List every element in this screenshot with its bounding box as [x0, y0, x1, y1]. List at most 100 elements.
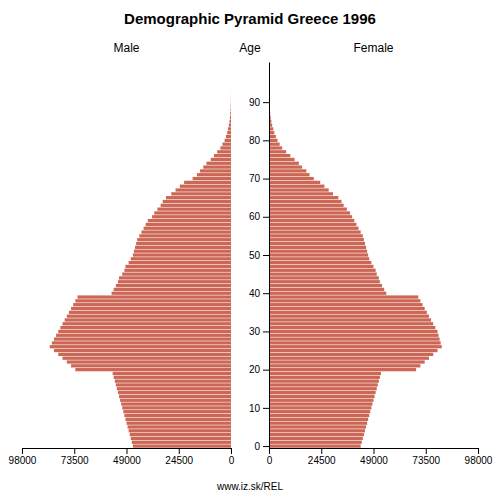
x-tick-label: 24500	[165, 455, 193, 466]
bar	[171, 192, 231, 195]
bar	[115, 379, 231, 382]
bar	[58, 353, 231, 356]
bar	[119, 395, 231, 398]
bar	[230, 74, 231, 77]
bar	[269, 295, 418, 298]
bar	[269, 143, 280, 146]
bar	[269, 200, 342, 203]
bar	[269, 158, 295, 161]
bar	[230, 101, 231, 104]
bar	[269, 437, 363, 440]
bar	[135, 246, 231, 249]
bar	[230, 120, 231, 123]
tick-mark	[263, 331, 269, 332]
bar	[269, 410, 370, 413]
tick-mark	[478, 448, 479, 454]
bar	[269, 376, 380, 379]
bar	[229, 123, 231, 126]
x-tick-label: 24500	[308, 455, 336, 466]
bar	[116, 284, 231, 287]
x-tick-label: 0	[267, 455, 273, 466]
bar	[119, 276, 231, 279]
bar	[157, 208, 231, 211]
tick-mark	[269, 448, 270, 454]
x-tick: 0	[267, 448, 273, 466]
y-tick: 40	[249, 288, 269, 299]
bars-left	[50, 66, 231, 448]
bar	[69, 311, 231, 314]
bar	[269, 422, 367, 425]
bar	[206, 162, 231, 165]
bar	[269, 177, 314, 180]
tick-mark	[231, 448, 232, 454]
bar	[123, 410, 231, 413]
bar	[269, 364, 420, 367]
bar	[125, 265, 231, 268]
x-tick-label: 98000	[9, 455, 37, 466]
bar	[269, 208, 347, 211]
x-tick: 73500	[412, 448, 440, 466]
bar	[269, 395, 375, 398]
tick-mark	[127, 448, 128, 454]
bar	[269, 414, 369, 417]
bar	[269, 303, 423, 306]
bar	[230, 70, 231, 73]
bar	[230, 116, 231, 119]
bar	[133, 444, 231, 447]
bar	[227, 131, 231, 134]
tick-mark	[263, 255, 269, 256]
bar	[71, 364, 231, 367]
bar	[269, 223, 356, 226]
bar	[269, 353, 433, 356]
x-tick: 73500	[61, 448, 89, 466]
bar	[146, 223, 231, 226]
bar	[211, 158, 231, 161]
bar	[163, 200, 231, 203]
bar	[269, 169, 306, 172]
y-tick: 50	[249, 250, 269, 261]
y-tick-label: 10	[249, 403, 261, 414]
tick-mark	[263, 370, 269, 371]
bar	[63, 357, 231, 360]
bar	[269, 242, 365, 245]
tick-mark	[179, 448, 180, 454]
bar	[121, 402, 231, 405]
bar	[269, 379, 379, 382]
bar	[180, 185, 231, 188]
bar	[67, 360, 231, 363]
bar	[230, 112, 231, 115]
x-tick-label: 73500	[61, 455, 89, 466]
bar	[230, 97, 231, 100]
bar	[269, 345, 442, 348]
bar	[161, 204, 231, 207]
bar	[71, 307, 231, 310]
tick-mark	[263, 408, 269, 409]
bar	[269, 196, 338, 199]
bar	[141, 230, 231, 233]
bar	[269, 139, 278, 142]
bar	[269, 257, 369, 260]
bar	[137, 238, 231, 241]
bar	[269, 315, 429, 318]
bar	[269, 280, 380, 283]
bar	[269, 307, 425, 310]
tick-mark	[22, 448, 23, 454]
bar	[269, 185, 324, 188]
bar	[269, 272, 377, 275]
x-axis-left: 024500490007350098000	[9, 448, 235, 466]
bar	[269, 406, 371, 409]
bar	[228, 127, 231, 130]
bar	[269, 276, 379, 279]
bar	[269, 246, 366, 249]
panel-label: Female	[353, 41, 393, 55]
bar	[269, 211, 350, 214]
bar	[118, 280, 231, 283]
y-tick: 20	[249, 364, 269, 375]
bar	[269, 253, 368, 256]
bar	[269, 292, 386, 295]
bar	[122, 272, 231, 275]
bar	[269, 357, 429, 360]
y-tick-label: 40	[249, 288, 261, 299]
bar	[269, 399, 374, 402]
bar	[203, 165, 231, 168]
